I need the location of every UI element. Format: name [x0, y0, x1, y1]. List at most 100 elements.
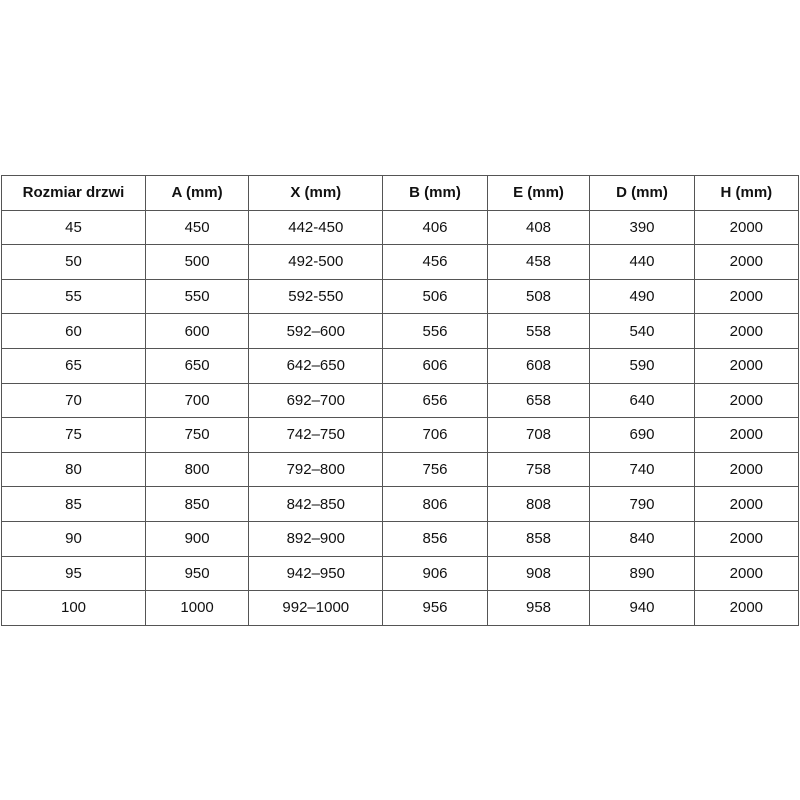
door-size-table: Rozmiar drzwi A (mm) X (mm) B (mm) E (mm) D (…	[1, 175, 800, 626]
table-cell: 506	[382, 278, 488, 315]
table-cell: 90	[1, 520, 146, 557]
table-cell: 95	[1, 555, 146, 592]
table-cell: 2000	[693, 382, 800, 419]
table-cell: 2000	[693, 209, 800, 246]
table-cell: 590	[589, 347, 695, 384]
table-row: 45 450 442-450 406 408 390 2000	[1, 209, 800, 246]
table-cell: 750	[144, 417, 250, 453]
table-cell: 458	[486, 244, 591, 280]
table-row: 95 950 942–950 906 908 890 2000	[1, 555, 800, 592]
table-cell: 60	[1, 313, 146, 349]
table-cell: 592-550	[248, 278, 384, 315]
table-cell: 842–850	[248, 486, 384, 522]
table-cell: 70	[1, 382, 146, 419]
header-row: Rozmiar drzwi A (mm) X (mm) B (mm) E (mm) D (…	[1, 175, 800, 211]
table-cell: 956	[382, 590, 488, 626]
table-cell: 800	[144, 451, 250, 488]
table-cell: 2000	[693, 486, 800, 522]
table-cell: 850	[144, 486, 250, 522]
table-row: 75 750 742–750 706 708 690 2000	[1, 417, 800, 453]
table-row: 55 550 592-550 506 508 490 2000	[1, 278, 800, 315]
table-cell: 690	[589, 417, 695, 453]
table-cell: 740	[589, 451, 695, 488]
table-cell: 406	[382, 209, 488, 246]
table-cell: 450	[144, 209, 250, 246]
table-cell: 900	[144, 520, 250, 557]
table-row: 70 700 692–700 656 658 640 2000	[1, 382, 800, 419]
table-cell: 656	[382, 382, 488, 419]
table-cell: 856	[382, 520, 488, 557]
table-cell: 992–1000	[248, 590, 384, 626]
table-cell: 408	[486, 209, 591, 246]
column-header: E (mm)	[486, 175, 591, 211]
table-cell: 840	[589, 520, 695, 557]
table-cell: 808	[486, 486, 591, 522]
table-cell: 650	[144, 347, 250, 384]
table-cell: 75	[1, 417, 146, 453]
table-row: 100 1000 992–1000 956 958 940 2000	[1, 590, 800, 626]
column-header: B (mm)	[382, 175, 488, 211]
table-cell: 2000	[693, 244, 800, 280]
table-row: 90 900 892–900 856 858 840 2000	[1, 520, 800, 557]
table-cell: 2000	[693, 347, 800, 384]
table-cell: 55	[1, 278, 146, 315]
table-row: 85 850 842–850 806 808 790 2000	[1, 486, 800, 522]
table-cell: 706	[382, 417, 488, 453]
table-cell: 490	[589, 278, 695, 315]
table-cell: 508	[486, 278, 591, 315]
table-cell: 806	[382, 486, 488, 522]
table-row: 60 600 592–600 556 558 540 2000	[1, 313, 800, 349]
table-cell: 2000	[693, 555, 800, 592]
column-header: Rozmiar drzwi	[1, 175, 146, 211]
table-cell: 858	[486, 520, 591, 557]
table-cell: 642–650	[248, 347, 384, 384]
table-cell: 500	[144, 244, 250, 280]
table-cell: 1000	[144, 590, 250, 626]
table-cell: 440	[589, 244, 695, 280]
table-cell: 442-450	[248, 209, 384, 246]
table-cell: 906	[382, 555, 488, 592]
table-cell: 550	[144, 278, 250, 315]
table-cell: 456	[382, 244, 488, 280]
column-header: X (mm)	[248, 175, 384, 211]
table-cell: 758	[486, 451, 591, 488]
table-cell: 608	[486, 347, 591, 384]
table-cell: 592–600	[248, 313, 384, 349]
column-header: A (mm)	[144, 175, 250, 211]
table-cell: 556	[382, 313, 488, 349]
table-cell: 940	[589, 590, 695, 626]
table-cell: 558	[486, 313, 591, 349]
table-cell: 2000	[693, 278, 800, 315]
column-header: D (mm)	[589, 175, 695, 211]
table-cell: 100	[1, 590, 146, 626]
table-row: 50 500 492-500 456 458 440 2000	[1, 244, 800, 280]
table-cell: 942–950	[248, 555, 384, 592]
table-cell: 892–900	[248, 520, 384, 557]
table-row: 65 650 642–650 606 608 590 2000	[1, 347, 800, 384]
table-cell: 640	[589, 382, 695, 419]
table-cell: 658	[486, 382, 591, 419]
table-cell: 2000	[693, 417, 800, 453]
table-cell: 50	[1, 244, 146, 280]
table-cell: 492-500	[248, 244, 384, 280]
table-cell: 958	[486, 590, 591, 626]
table-cell: 45	[1, 209, 146, 246]
table-cell: 65	[1, 347, 146, 384]
table-cell: 80	[1, 451, 146, 488]
table-cell: 390	[589, 209, 695, 246]
table-cell: 600	[144, 313, 250, 349]
table-cell: 700	[144, 382, 250, 419]
table-cell: 908	[486, 555, 591, 592]
table-cell: 792–800	[248, 451, 384, 488]
table-cell: 950	[144, 555, 250, 592]
column-header: H (mm)	[693, 175, 800, 211]
table-cell: 692–700	[248, 382, 384, 419]
table-cell: 2000	[693, 451, 800, 488]
table-cell: 756	[382, 451, 488, 488]
table-cell: 708	[486, 417, 591, 453]
table-row: 80 800 792–800 756 758 740 2000	[1, 451, 800, 488]
table-cell: 790	[589, 486, 695, 522]
table-cell: 2000	[693, 590, 800, 626]
table-cell: 2000	[693, 313, 800, 349]
table-cell: 606	[382, 347, 488, 384]
